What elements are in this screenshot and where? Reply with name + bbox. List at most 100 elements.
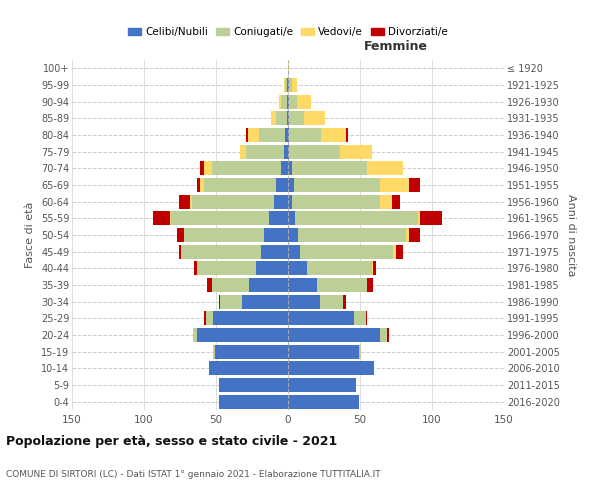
- Bar: [288, 294, 320, 308]
- Bar: [289, 144, 340, 159]
- Bar: [212, 278, 249, 292]
- Bar: [296, 94, 311, 109]
- Bar: [373, 261, 376, 276]
- Bar: [179, 244, 181, 259]
- Bar: [292, 194, 380, 209]
- Bar: [288, 112, 289, 126]
- Bar: [299, 244, 393, 259]
- Bar: [193, 328, 197, 342]
- Bar: [380, 328, 388, 342]
- Bar: [409, 178, 421, 192]
- Bar: [288, 278, 317, 292]
- Bar: [359, 344, 361, 359]
- Bar: [393, 244, 396, 259]
- Bar: [179, 194, 190, 209]
- Bar: [246, 144, 284, 159]
- Bar: [285, 128, 288, 142]
- Bar: [241, 144, 246, 159]
- Bar: [205, 162, 212, 175]
- Bar: [392, 194, 400, 209]
- Bar: [219, 294, 220, 308]
- Bar: [409, 228, 421, 242]
- Bar: [366, 311, 367, 326]
- Bar: [288, 261, 307, 276]
- Bar: [294, 178, 380, 192]
- Bar: [418, 211, 421, 226]
- Bar: [249, 278, 288, 292]
- Bar: [380, 178, 409, 192]
- Bar: [288, 194, 292, 209]
- Bar: [292, 78, 296, 92]
- Bar: [304, 112, 325, 126]
- Bar: [197, 328, 288, 342]
- Bar: [317, 278, 367, 292]
- Bar: [209, 361, 288, 376]
- Bar: [288, 344, 359, 359]
- Bar: [246, 128, 248, 142]
- Bar: [280, 94, 281, 109]
- Bar: [284, 78, 285, 92]
- Bar: [288, 94, 289, 109]
- Bar: [388, 328, 389, 342]
- Bar: [287, 94, 288, 109]
- Bar: [367, 278, 373, 292]
- Bar: [256, 261, 288, 276]
- Y-axis label: Anni di nascita: Anni di nascita: [566, 194, 577, 276]
- Bar: [170, 211, 172, 226]
- Bar: [206, 311, 213, 326]
- Text: COMUNE DI SIRTORI (LC) - Dati ISTAT 1° gennaio 2021 - Elaborazione TUTTITALIA.IT: COMUNE DI SIRTORI (LC) - Dati ISTAT 1° g…: [6, 470, 380, 479]
- Bar: [288, 62, 289, 76]
- Bar: [354, 311, 366, 326]
- Bar: [194, 261, 197, 276]
- Bar: [219, 378, 288, 392]
- Bar: [242, 294, 288, 308]
- Bar: [289, 128, 321, 142]
- Bar: [288, 78, 289, 92]
- Text: Popolazione per età, sesso e stato civile - 2021: Popolazione per età, sesso e stato civil…: [6, 435, 337, 448]
- Bar: [371, 261, 373, 276]
- Bar: [307, 261, 371, 276]
- Bar: [288, 228, 298, 242]
- Bar: [177, 228, 184, 242]
- Text: Femmine: Femmine: [364, 40, 428, 53]
- Bar: [289, 78, 292, 92]
- Bar: [340, 144, 371, 159]
- Bar: [287, 78, 288, 92]
- Bar: [289, 94, 296, 109]
- Bar: [213, 311, 288, 326]
- Y-axis label: Fasce di età: Fasce di età: [25, 202, 35, 268]
- Bar: [277, 112, 287, 126]
- Bar: [284, 144, 288, 159]
- Bar: [200, 178, 205, 192]
- Bar: [285, 78, 287, 92]
- Bar: [259, 128, 285, 142]
- Bar: [396, 244, 403, 259]
- Bar: [298, 228, 406, 242]
- Bar: [219, 394, 288, 409]
- Bar: [367, 162, 403, 175]
- Bar: [181, 244, 260, 259]
- Bar: [172, 211, 269, 226]
- Bar: [288, 178, 294, 192]
- Bar: [190, 194, 191, 209]
- Bar: [380, 194, 392, 209]
- Bar: [288, 378, 356, 392]
- Bar: [288, 361, 374, 376]
- Bar: [197, 178, 200, 192]
- Bar: [288, 244, 299, 259]
- Bar: [208, 278, 212, 292]
- Bar: [215, 344, 288, 359]
- Bar: [281, 162, 288, 175]
- Bar: [288, 144, 289, 159]
- Bar: [346, 128, 349, 142]
- Bar: [212, 162, 281, 175]
- Bar: [205, 178, 277, 192]
- Bar: [288, 162, 292, 175]
- Bar: [205, 311, 206, 326]
- Bar: [277, 178, 288, 192]
- Bar: [295, 211, 418, 226]
- Bar: [288, 394, 359, 409]
- Bar: [152, 211, 170, 226]
- Bar: [343, 294, 346, 308]
- Bar: [320, 294, 343, 308]
